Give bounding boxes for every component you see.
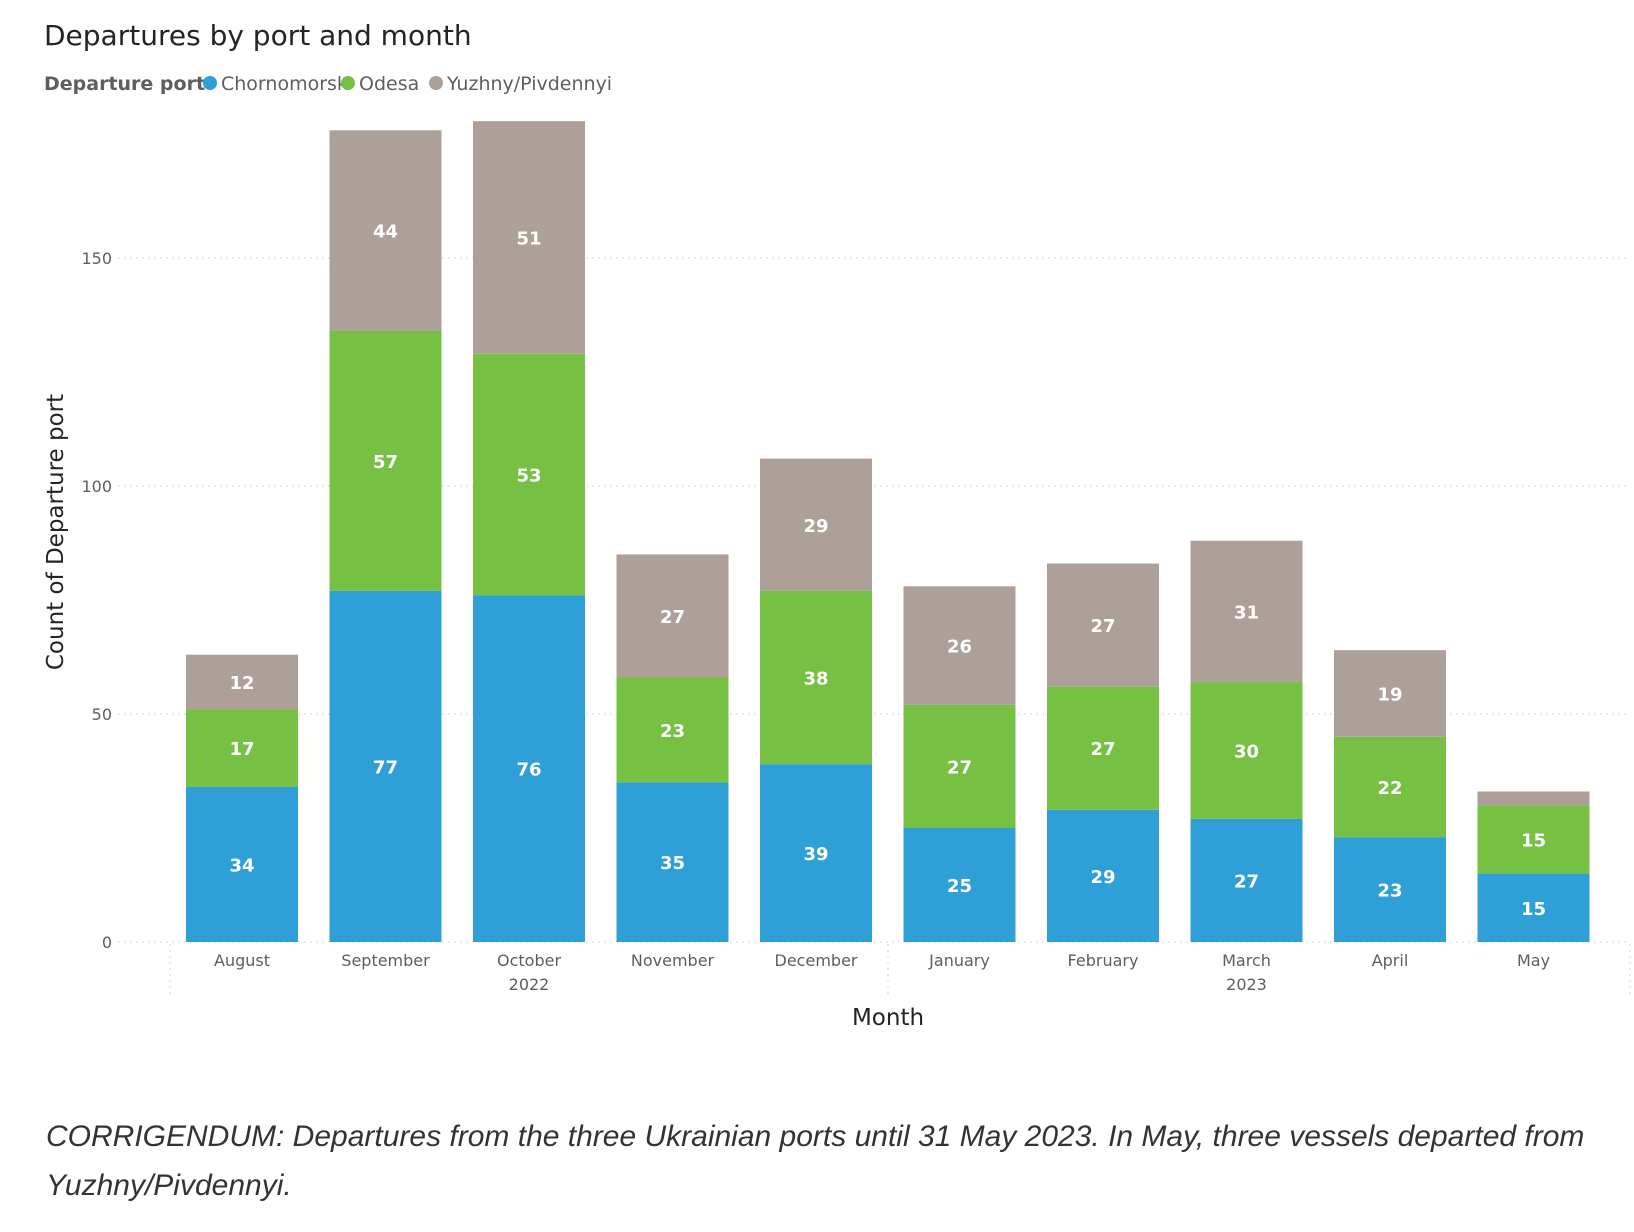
bar-chornomorsk-december — [760, 764, 872, 942]
data-label-yuzhny-pivdennyi-april: 19 — [1377, 684, 1402, 705]
caption: CORRIGENDUM: Departures from the three U… — [46, 1120, 1585, 1202]
chart: Departures by port and month Departure p… — [43, 19, 1631, 1031]
data-label-odesa-august: 17 — [229, 739, 254, 760]
data-label-chornomorsk-february: 29 — [1090, 867, 1115, 888]
data-label-odesa-april: 22 — [1377, 778, 1402, 799]
bar-yuzhny-pivdennyi-december — [760, 458, 872, 591]
data-label-odesa-september: 57 — [373, 452, 398, 473]
bar-yuzhny-pivdennyi-august — [186, 654, 298, 710]
legend: Departure port Chornomorsk Odesa Yuzhny/Pi… — [44, 73, 612, 95]
x-tick-label-january: January — [928, 951, 990, 970]
y-tick-label: 150 — [81, 249, 112, 268]
bar-chornomorsk-march — [1190, 818, 1303, 942]
bar-odesa-march — [1190, 682, 1303, 819]
bar-odesa-october — [473, 353, 585, 596]
data-label-chornomorsk-august: 34 — [229, 855, 254, 876]
bar-chornomorsk-january — [903, 828, 1016, 942]
data-label-chornomorsk-october: 76 — [516, 760, 541, 781]
data-label-odesa-february: 27 — [1090, 739, 1115, 760]
data-label-odesa-october: 53 — [516, 466, 541, 487]
bar-chornomorsk-september — [329, 590, 442, 942]
bar-odesa-december — [760, 590, 872, 765]
y-tick-label: 0 — [102, 933, 112, 952]
bar-odesa-february — [1047, 686, 1159, 810]
bar-yuzhny-pivdennyi-april — [1334, 650, 1446, 737]
bar-yuzhny-pivdennyi-september — [329, 130, 442, 331]
bar-yuzhny-pivdennyi-november — [616, 554, 729, 678]
data-label-odesa-november: 23 — [660, 721, 685, 742]
x-tick-label-august: August — [214, 951, 270, 970]
bar-odesa-may — [1477, 805, 1590, 874]
legend-marker-chornomorsk — [203, 76, 217, 90]
data-label-yuzhny-pivdennyi-january: 26 — [947, 637, 972, 658]
bar-yuzhny-pivdennyi-may — [1477, 791, 1590, 806]
x-tick-label-september: September — [341, 951, 430, 970]
bar-odesa-april — [1334, 736, 1446, 838]
legend-label-odesa: Odesa — [359, 73, 419, 95]
x-tick-label-november: November — [631, 951, 715, 970]
bar-odesa-august — [186, 709, 298, 787]
data-label-odesa-december: 38 — [803, 669, 828, 690]
data-label-yuzhny-pivdennyi-august: 12 — [229, 673, 254, 694]
bar-yuzhny-pivdennyi-october — [473, 121, 585, 354]
bar-yuzhny-pivdennyi-february — [1047, 563, 1159, 687]
data-label-yuzhny-pivdennyi-december: 29 — [803, 516, 828, 537]
data-label-chornomorsk-january: 25 — [947, 876, 972, 897]
data-label-chornomorsk-may: 15 — [1521, 899, 1546, 920]
data-label-chornomorsk-december: 39 — [803, 844, 828, 865]
bar-chornomorsk-may — [1477, 873, 1590, 942]
data-label-yuzhny-pivdennyi-march: 31 — [1234, 602, 1259, 623]
data-label-yuzhny-pivdennyi-october: 51 — [516, 228, 541, 249]
bar-yuzhny-pivdennyi-january — [903, 586, 1016, 705]
x-tick-label-february: February — [1068, 951, 1139, 970]
y-tick-label: 100 — [81, 477, 112, 496]
bar-chornomorsk-august — [186, 786, 298, 942]
data-label-odesa-january: 27 — [947, 757, 972, 778]
x-axis: August September October November December Ja… — [214, 951, 1550, 994]
data-label-odesa-march: 30 — [1234, 741, 1259, 762]
bar-yuzhny-pivdennyi-march — [1190, 540, 1303, 683]
x-axis-title: Month — [852, 1005, 924, 1031]
data-label-chornomorsk-november: 35 — [660, 853, 685, 874]
y-axis: 0 50 100 150 — [81, 249, 112, 952]
data-label-chornomorsk-september: 77 — [373, 757, 398, 778]
bar-odesa-november — [616, 677, 729, 783]
bars — [186, 121, 1590, 942]
chart-svg: Departures by port and month Departure p… — [43, 19, 1631, 1031]
data-label-chornomorsk-april: 23 — [1377, 881, 1402, 902]
x-tick-label-april: April — [1372, 951, 1409, 970]
bar-chornomorsk-november — [616, 782, 729, 942]
bar-chornomorsk-april — [1334, 837, 1446, 942]
x-tick-label-march: March — [1222, 951, 1271, 970]
legend-marker-yuzhny-pivdennyi — [429, 76, 443, 90]
x-tick-label-december: December — [775, 951, 858, 970]
y-axis-title: Count of Departure port — [43, 394, 69, 670]
legend-marker-odesa — [341, 76, 355, 90]
legend-title: Departure port — [44, 73, 205, 95]
legend-label-chornomorsk: Chornomorsk — [221, 73, 348, 95]
bar-odesa-september — [329, 330, 442, 591]
data-label-yuzhny-pivdennyi-september: 44 — [373, 222, 398, 243]
bar-odesa-january — [903, 704, 1016, 828]
x-tick-label-may: May — [1517, 951, 1550, 970]
data-label-yuzhny-pivdennyi-february: 27 — [1090, 616, 1115, 637]
data-label-chornomorsk-march: 27 — [1234, 871, 1259, 892]
chart-title: Departures by port and month — [44, 19, 472, 52]
data-label-odesa-may: 15 — [1521, 830, 1546, 851]
x-year-label-2023: 2023 — [1226, 975, 1267, 994]
x-tick-label-october: October — [497, 951, 561, 970]
y-tick-label: 50 — [92, 705, 112, 724]
bar-chornomorsk-february — [1047, 809, 1159, 942]
data-label-yuzhny-pivdennyi-november: 27 — [660, 607, 685, 628]
bar-chornomorsk-october — [473, 595, 585, 942]
legend-label-yuzhny-pivdennyi: Yuzhny/Pivdennyi — [446, 73, 612, 95]
data-labels: 34 17 12 77 57 44 76 53 51 35 23 27 39 38 29 25 27 26 29 27… — [229, 222, 1546, 920]
x-year-label-2022: 2022 — [509, 975, 550, 994]
